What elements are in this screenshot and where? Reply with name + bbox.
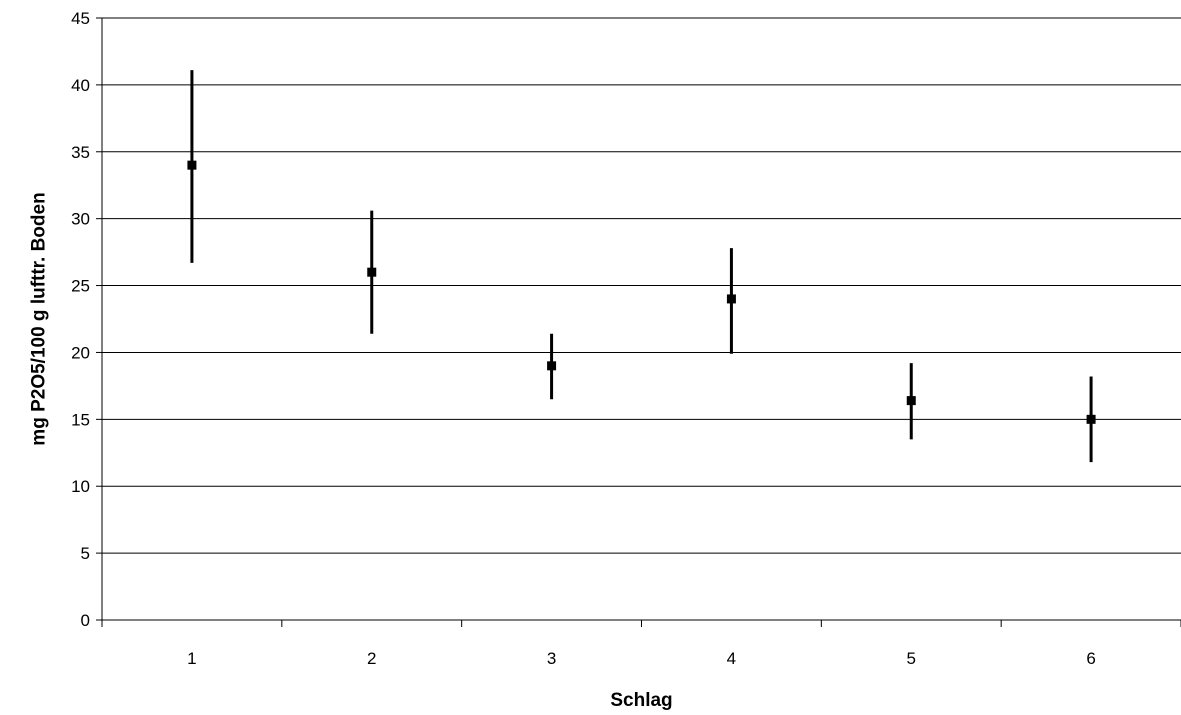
y-tick-label-15: 15 <box>71 410 90 429</box>
data-point-3 <box>547 361 557 371</box>
data-point-1 <box>187 160 197 170</box>
y-tick-label-20: 20 <box>71 343 90 362</box>
data-point-5 <box>906 396 916 406</box>
data-point-2 <box>367 267 377 277</box>
y-tick-label-40: 40 <box>71 76 90 95</box>
x-tick-label-2: 2 <box>367 649 376 668</box>
x-tick-label-5: 5 <box>907 649 916 668</box>
x-tick-label-1: 1 <box>187 649 196 668</box>
x-tick-label-6: 6 <box>1086 649 1095 668</box>
y-axis-title: mg P2O5/100 g lufttr. Boden <box>29 192 50 445</box>
y-tick-label-0: 0 <box>81 611 90 630</box>
y-tick-label-25: 25 <box>71 277 90 296</box>
axes <box>96 17 1181 627</box>
data-point-4 <box>726 294 736 304</box>
x-axis-title: Schlag <box>610 690 672 711</box>
y-tick-label-30: 30 <box>71 210 90 229</box>
data-point-6 <box>1086 414 1096 424</box>
y-tick-label-10: 10 <box>71 477 90 496</box>
y-tick-label-35: 35 <box>71 143 90 162</box>
x-tick-label-3: 3 <box>547 649 556 668</box>
data-series <box>187 70 1096 463</box>
y-tick-label-5: 5 <box>81 544 90 563</box>
y-tick-label-45: 45 <box>71 9 90 28</box>
x-tick-label-4: 4 <box>727 649 736 668</box>
gridlines <box>102 17 1181 554</box>
